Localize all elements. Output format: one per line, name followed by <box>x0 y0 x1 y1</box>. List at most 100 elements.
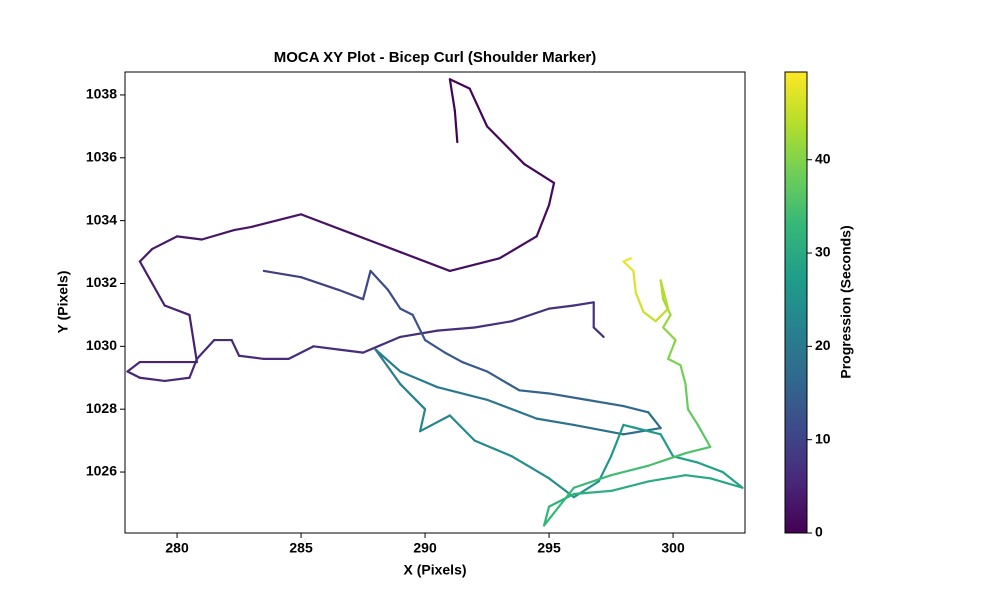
trajectory-segment <box>597 455 613 483</box>
trajectory-segment <box>485 370 521 392</box>
y-tick-label: 1036 <box>86 148 117 164</box>
trajectory-segment <box>662 326 677 342</box>
trajectory-segment <box>374 348 402 386</box>
trajectory-segment <box>337 288 365 301</box>
trajectory-segment <box>684 382 690 411</box>
trajectory-segment <box>523 162 556 185</box>
x-tick-label: 295 <box>537 540 561 556</box>
trajectory-segment <box>399 382 427 411</box>
trajectory-segment <box>622 426 662 436</box>
y-tick-label: 1038 <box>86 86 117 102</box>
trajectory-segment <box>585 398 625 408</box>
trajectory-segment <box>547 492 575 508</box>
trajectory-segment <box>443 351 464 364</box>
trajectory-segment <box>473 320 513 329</box>
x-tick-label: 285 <box>289 540 313 556</box>
trajectory-segment <box>138 260 154 285</box>
trajectory-segment <box>686 408 699 426</box>
trajectory-segment <box>721 470 744 489</box>
trajectory-segment <box>138 376 166 383</box>
trajectory-segment <box>535 203 551 238</box>
plot-frame <box>124 71 746 534</box>
trajectory-segment <box>696 461 724 474</box>
trajectory-segment <box>572 423 625 436</box>
trajectory-segment <box>642 310 657 323</box>
x-tick-label: 280 <box>165 540 189 556</box>
trajectory-segment <box>419 414 451 433</box>
y-tick-label: 1028 <box>86 400 117 416</box>
colorbar-tick-label: 20 <box>815 337 831 353</box>
trajectory-segment <box>374 348 402 373</box>
trajectory-segment <box>547 304 575 310</box>
trajectory-segment <box>572 474 613 489</box>
trajectory-segment <box>361 269 372 301</box>
trajectory-segment <box>647 411 662 430</box>
trajectory-segment <box>448 78 471 90</box>
trajectory-segment <box>448 414 476 442</box>
trajectory-segment <box>126 360 141 373</box>
trajectory-segment <box>684 474 712 480</box>
trajectory-segment <box>667 357 682 367</box>
trajectory-segment <box>195 338 216 361</box>
trajectory-segment <box>299 276 340 291</box>
trajectory-segment <box>250 213 303 229</box>
trajectory-segment <box>485 398 538 420</box>
trajectory-segment <box>659 433 675 458</box>
trajectory-segment <box>436 386 489 401</box>
trajectory-segment <box>163 376 191 383</box>
trajectory-segment <box>138 247 154 263</box>
trajectory-segment <box>654 307 670 323</box>
trajectory-segment <box>547 477 575 499</box>
trajectory-segment <box>684 445 712 455</box>
trajectory-segment <box>369 269 389 291</box>
trajectory-segment <box>679 364 687 386</box>
trajectory-segment <box>696 423 712 448</box>
trajectory-segment <box>399 307 414 317</box>
trajectory-segment <box>399 250 451 273</box>
trajectory-segment <box>662 313 672 329</box>
trajectory-segment <box>609 423 625 458</box>
trajectory-segment <box>622 257 633 263</box>
trajectory-segment <box>547 392 588 401</box>
trajectory-segment <box>312 345 340 351</box>
trajectory-segment <box>609 464 650 477</box>
trajectory-segment <box>622 404 650 414</box>
trajectory-segment <box>349 232 402 254</box>
trajectory-segment <box>237 354 265 361</box>
trajectory-segment <box>543 505 551 527</box>
colorbar-tick-label: 30 <box>815 244 831 260</box>
x-tick-label: 290 <box>413 540 437 556</box>
trajectory-segment <box>200 228 236 241</box>
trajectory-segment <box>632 269 637 295</box>
trajectory-segment <box>634 291 645 313</box>
trajectory-segment <box>622 260 635 273</box>
trajectory-segment <box>151 282 166 307</box>
trajectory-segment <box>151 235 179 251</box>
y-tick-label: 1034 <box>86 211 117 227</box>
trajectory-segment <box>126 370 141 379</box>
trajectory-segment <box>543 486 575 527</box>
trajectory-segment <box>386 288 402 310</box>
trajectory <box>126 78 744 527</box>
y-tick-label: 1032 <box>86 274 117 290</box>
colorbar-label: Progression (Seconds) <box>838 225 854 378</box>
trajectory-segment <box>667 338 677 361</box>
trajectory-segment <box>448 257 501 273</box>
colorbar <box>784 71 808 534</box>
x-tick-label: 300 <box>661 540 685 556</box>
trajectory-segment <box>461 360 489 373</box>
colorbar-tick-label: 40 <box>815 150 831 166</box>
trajectory-segment <box>337 348 365 354</box>
trajectory-segment <box>485 125 526 166</box>
trajectory-segment <box>468 87 489 128</box>
trajectory-segment <box>163 304 191 317</box>
trajectory-segment <box>419 408 427 433</box>
colorbar-tick-label: 0 <box>815 524 823 540</box>
trajectory-segment <box>592 326 605 339</box>
trajectory-segment <box>361 335 402 354</box>
trajectory-segment <box>287 345 315 361</box>
trajectory-segment <box>659 279 670 310</box>
trajectory-segment <box>448 78 456 112</box>
trajectory-segment <box>572 489 613 496</box>
trajectory-segment <box>188 357 199 379</box>
